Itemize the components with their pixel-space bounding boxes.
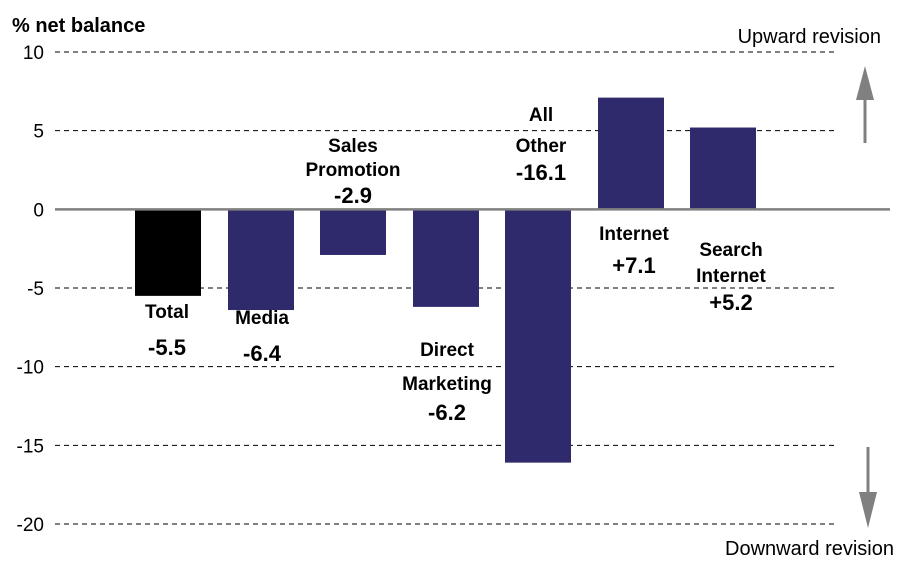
bar: [598, 97, 664, 210]
y-tick-labels: 10 5 0 -5 -10 -15 -20: [17, 43, 44, 536]
value-label: +5.2: [709, 290, 752, 315]
up-arrow-icon: [856, 66, 874, 100]
bars: [135, 97, 756, 463]
down-arrow-icon: [859, 492, 877, 528]
category-label: Sales Promotion: [306, 136, 401, 181]
y-tick-label: -10: [17, 358, 44, 379]
value-label: -16.1: [516, 160, 566, 185]
value-label: -6.4: [243, 341, 282, 366]
category-label: Total: [145, 302, 189, 323]
revision-arrows: [856, 66, 877, 528]
value-label: -5.5: [148, 335, 186, 360]
bar: [228, 209, 294, 311]
category-label: Internet: [599, 224, 669, 245]
y-tick-label: -20: [17, 515, 44, 536]
upward-revision-label: Upward revision: [738, 26, 881, 48]
y-tick-label: 10: [23, 43, 44, 64]
y-tick-label: 0: [33, 200, 44, 221]
bar: [413, 209, 479, 307]
bar: [505, 209, 571, 463]
downward-revision-label: Downward revision: [725, 538, 894, 560]
y-tick-label: -15: [17, 436, 44, 457]
bar: [320, 209, 386, 255]
y-tick-label: 5: [33, 122, 44, 143]
bar: [135, 209, 201, 296]
value-label: -2.9: [334, 183, 372, 208]
value-label: +7.1: [612, 253, 655, 278]
category-label: Search Internet: [696, 240, 766, 287]
category-label: All Other: [516, 105, 567, 157]
value-label: -6.2: [428, 400, 466, 425]
bar-labels: Total -5.5 Media -6.4 Sales Promotion-2.9 Dire…: [145, 105, 766, 425]
y-tick-label: -5: [27, 279, 44, 300]
bar: [690, 127, 756, 210]
y-axis-title: % net balance: [12, 15, 145, 37]
category-label: Direct Marketing: [402, 340, 492, 395]
category-label: Media: [235, 308, 289, 329]
